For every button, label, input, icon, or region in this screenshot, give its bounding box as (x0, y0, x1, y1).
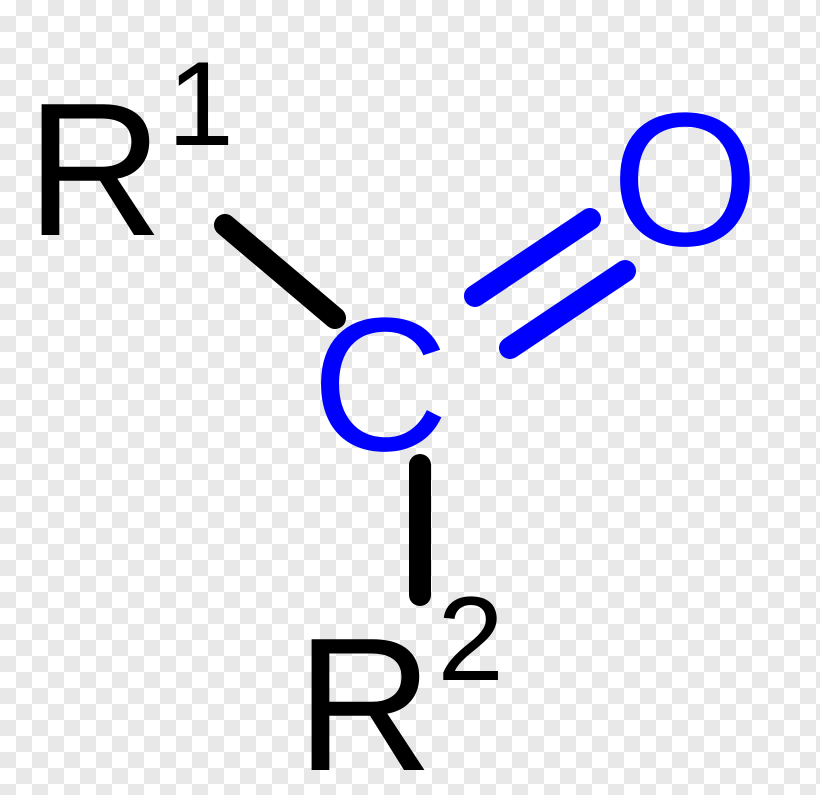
atom-label-C: C (311, 279, 448, 491)
atom-O-base: O (611, 74, 759, 286)
atom-C-base: C (311, 279, 448, 491)
bond-C-O-b (510, 271, 625, 348)
atom-label-O: O (611, 74, 759, 286)
atom-R2-base: R (296, 599, 433, 795)
atom-label-R1: R1 (26, 37, 234, 277)
bond-C-O-a (475, 219, 590, 296)
atom-R1-sup: 1 (167, 37, 234, 171)
atom-R1-base: R (26, 64, 163, 276)
atom-R2-sup: 2 (437, 572, 504, 706)
atom-label-R2: R2 (296, 572, 504, 795)
chemical-structure: R1 C O R2 (0, 0, 820, 795)
